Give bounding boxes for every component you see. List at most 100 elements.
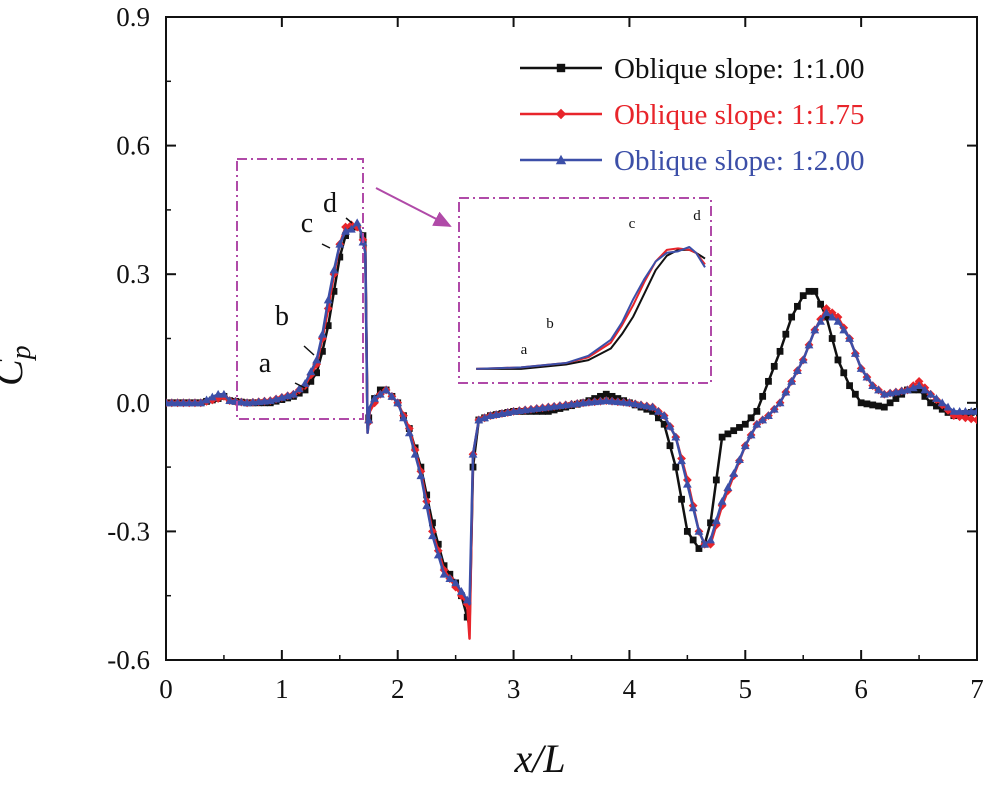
series-marker (759, 392, 767, 400)
series-marker (775, 398, 785, 407)
series-marker (736, 424, 743, 431)
series-marker (770, 362, 778, 370)
y-axis-title-main: C (0, 358, 31, 386)
series-marker (920, 385, 930, 394)
series-marker (352, 218, 362, 227)
series-marker (480, 413, 490, 422)
series-marker (794, 302, 801, 310)
series-marker (850, 349, 860, 357)
x-tick-label: 6 (854, 674, 868, 704)
series-marker (914, 381, 924, 390)
series-marker (387, 391, 397, 400)
series-marker (190, 398, 200, 407)
series-marker (665, 421, 675, 430)
series-marker (869, 401, 877, 409)
legend-label: Oblique slope: 1:1.00 (614, 53, 865, 85)
zoom-inset: abc d (236, 158, 712, 420)
series-marker (648, 402, 657, 411)
inset-annotation-label: a (521, 342, 528, 358)
series-marker (740, 441, 750, 450)
x-axis-title-rest: /L (530, 736, 565, 780)
series-marker (404, 428, 414, 437)
series-marker (688, 503, 698, 512)
series-marker (966, 406, 976, 415)
series-marker (752, 419, 762, 428)
series-marker (683, 528, 691, 535)
series-marker (862, 372, 872, 381)
series-marker (711, 516, 721, 525)
series-marker (765, 377, 772, 385)
series-marker (949, 406, 959, 415)
x-tick-label: 0 (159, 674, 173, 704)
series-marker (236, 397, 246, 406)
series-marker (846, 382, 853, 390)
series-marker (840, 369, 848, 377)
annotation-label: a (259, 348, 272, 379)
series-marker (346, 224, 356, 233)
inset-annotation-label: d (693, 208, 701, 224)
series-marker (723, 483, 733, 491)
series-marker (184, 398, 194, 407)
series-marker (769, 404, 779, 413)
series-marker (341, 226, 350, 235)
series-marker (833, 316, 843, 325)
series-marker (416, 471, 426, 480)
series-marker (439, 569, 449, 578)
series-marker (202, 395, 211, 404)
series-marker (937, 398, 947, 407)
series-marker (753, 407, 761, 415)
legend-item-2: Oblique slope: 1:1.75 (520, 99, 865, 131)
series-marker (410, 449, 420, 458)
series-marker (927, 399, 935, 407)
y-tick-label: 0.6 (116, 131, 150, 161)
series-marker (433, 550, 443, 559)
series-marker (730, 427, 738, 435)
series-marker (817, 300, 824, 308)
x-tick-label: 1 (275, 674, 289, 704)
series-marker (682, 479, 692, 488)
series-marker (329, 265, 339, 274)
series-marker (764, 411, 773, 420)
series-marker (323, 295, 333, 304)
series-marker (932, 394, 941, 402)
x-tick-label: 2 (391, 674, 405, 704)
zoom-region-box (236, 158, 364, 420)
series-marker (318, 329, 327, 338)
series-marker (717, 496, 727, 505)
series-marker (393, 398, 403, 407)
series-marker (706, 535, 715, 544)
series-marker (335, 239, 345, 248)
series-marker (375, 389, 385, 398)
series-marker (933, 402, 940, 410)
series-marker (619, 397, 629, 406)
series-marker (707, 519, 714, 527)
series-marker (167, 398, 177, 407)
series-marker (821, 308, 831, 317)
y-tick-label: 0.3 (116, 259, 150, 289)
series-marker (811, 287, 819, 295)
series-marker (718, 433, 726, 441)
series-marker (827, 312, 837, 321)
series-marker (399, 413, 408, 422)
series-marker (636, 400, 646, 409)
inset-annotation-label: c (629, 216, 636, 232)
x-tick-label: 3 (507, 674, 521, 704)
series-marker (966, 414, 976, 424)
series-marker (886, 399, 894, 407)
series-marker (422, 501, 432, 510)
series-marker (364, 415, 374, 424)
series-marker (630, 399, 640, 408)
legend-label: Oblique slope: 1:2.00 (614, 145, 865, 177)
series-marker (462, 595, 472, 604)
series-marker (608, 392, 616, 400)
series-marker (654, 414, 662, 422)
series-marker (178, 398, 188, 407)
series-marker (724, 430, 732, 438)
annotation-label: b (275, 301, 289, 332)
series-marker (313, 369, 321, 377)
annotation-leader (303, 345, 315, 356)
legend-item-3: Oblique slope: 1:2.00 (520, 145, 865, 177)
series-marker (213, 389, 223, 398)
series-marker (451, 578, 461, 587)
series-marker (972, 406, 977, 415)
